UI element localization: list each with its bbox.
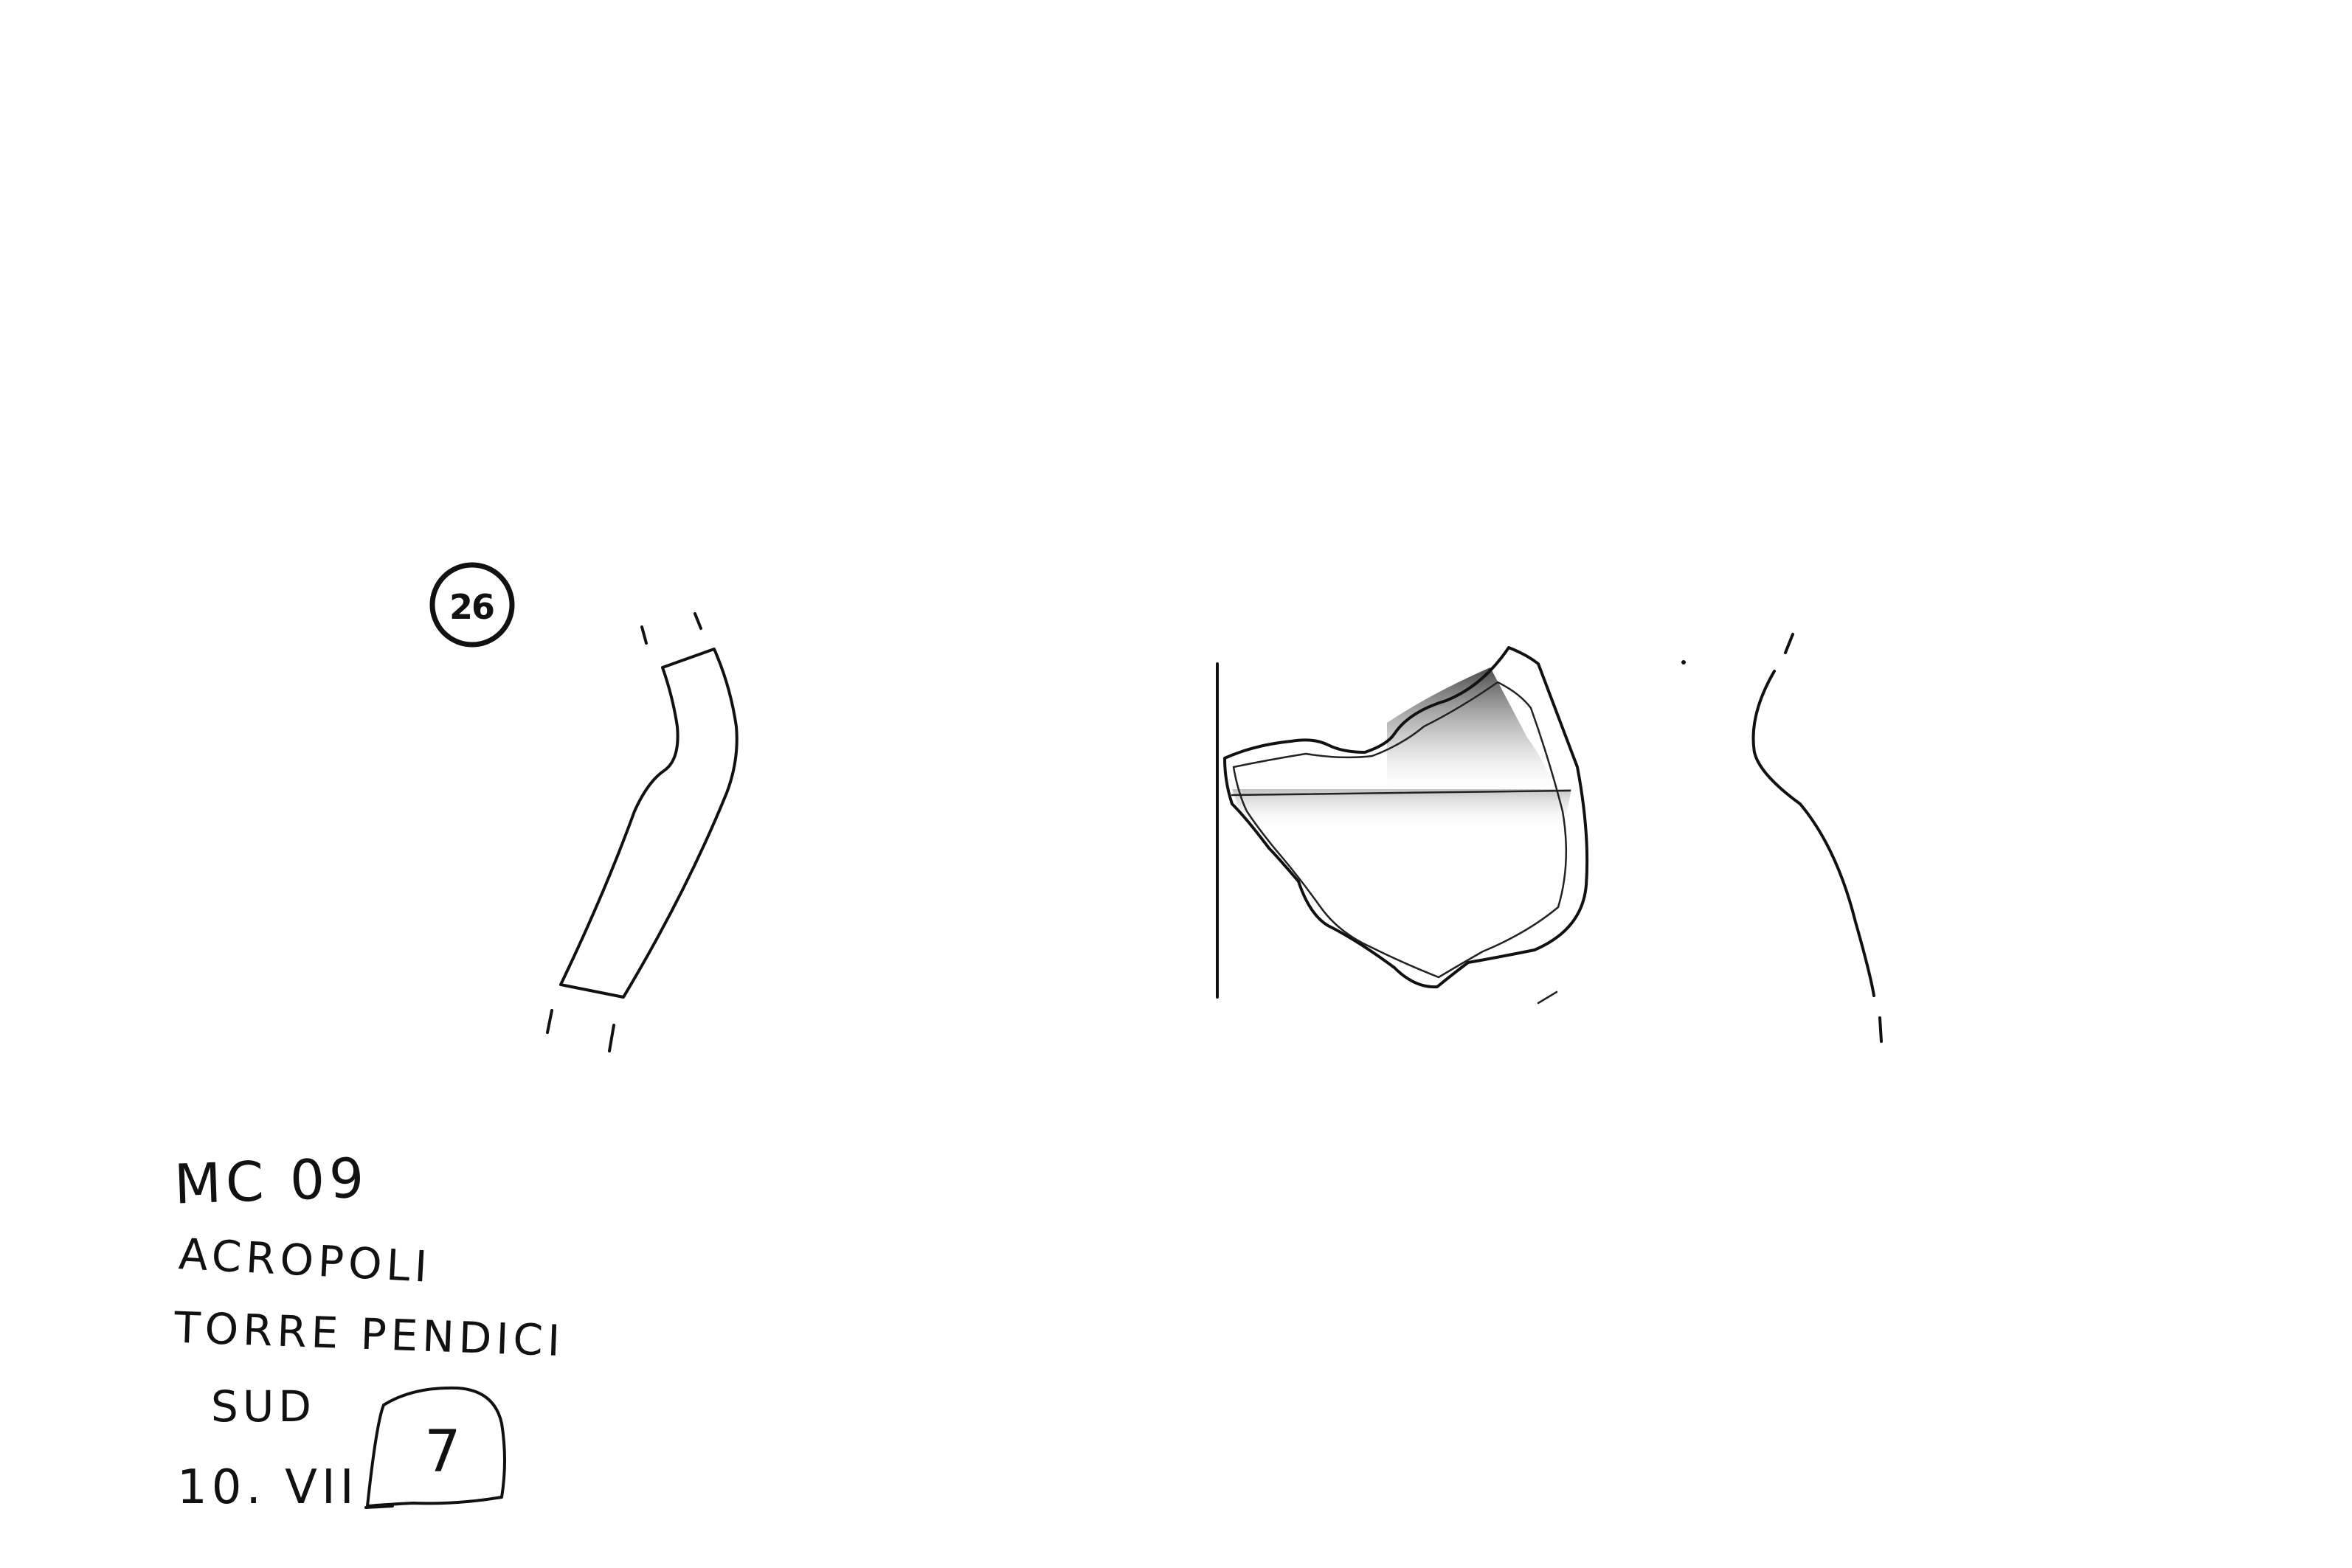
catalog-number: 26: [449, 587, 495, 627]
label-date: 10. VII: [177, 1460, 359, 1515]
sherd-section-profile: [546, 612, 739, 1052]
label-area: ACROPOLI: [177, 1229, 433, 1292]
sherd-surface-view: [1216, 646, 1686, 1005]
box-number: 7: [424, 1419, 461, 1485]
catalog-circle: [429, 562, 515, 648]
label-sector-line2: SUD: [211, 1381, 316, 1432]
sherd-exterior-profile: [1751, 633, 1883, 1043]
label-sector-line1: TORRE PENDICI: [173, 1302, 566, 1367]
label-site-code: MC 09: [173, 1146, 370, 1217]
box-number-frame: [366, 1386, 506, 1508]
